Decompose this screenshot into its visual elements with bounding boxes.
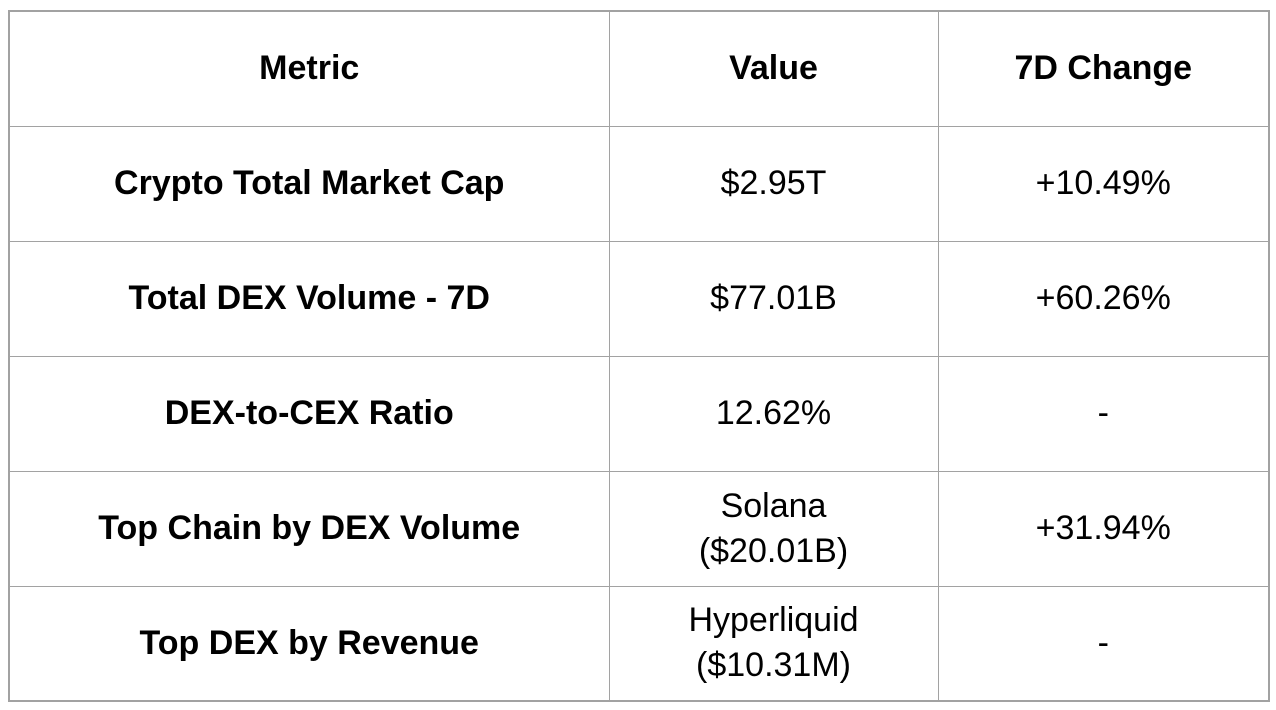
- table-row: Crypto Total Market Cap $2.95T +10.49%: [8, 125, 1270, 242]
- header-row: Metric Value 7D Change: [8, 10, 1270, 127]
- crypto-metrics-table: Metric Value 7D Change Crypto Total Mark…: [8, 10, 1270, 702]
- table-row: Top DEX by Revenue Hyperliquid ($10.31M)…: [8, 585, 1270, 702]
- metrics-table-container: Metric Value 7D Change Crypto Total Mark…: [8, 10, 1270, 702]
- metric-value: Solana ($20.01B): [608, 470, 939, 587]
- metric-name: Total DEX Volume - 7D: [8, 240, 610, 357]
- column-header-metric: Metric: [8, 10, 610, 127]
- metric-change: -: [937, 355, 1270, 472]
- metric-value: $2.95T: [608, 125, 939, 242]
- metric-name: DEX-to-CEX Ratio: [8, 355, 610, 472]
- metric-change: +60.26%: [937, 240, 1270, 357]
- metric-change: +31.94%: [937, 470, 1270, 587]
- table-row: Top Chain by DEX Volume Solana ($20.01B)…: [8, 470, 1270, 587]
- table-row: DEX-to-CEX Ratio 12.62% -: [8, 355, 1270, 472]
- column-header-value: Value: [608, 10, 939, 127]
- table-row: Total DEX Volume - 7D $77.01B +60.26%: [8, 240, 1270, 357]
- metric-name: Crypto Total Market Cap: [8, 125, 610, 242]
- metric-name: Top DEX by Revenue: [8, 585, 610, 702]
- column-header-7d-change: 7D Change: [937, 10, 1270, 127]
- metric-change: +10.49%: [937, 125, 1270, 242]
- metric-value: $77.01B: [608, 240, 939, 357]
- metric-value: 12.62%: [608, 355, 939, 472]
- metric-value: Hyperliquid ($10.31M): [608, 585, 939, 702]
- metric-change: -: [937, 585, 1270, 702]
- metric-name: Top Chain by DEX Volume: [8, 470, 610, 587]
